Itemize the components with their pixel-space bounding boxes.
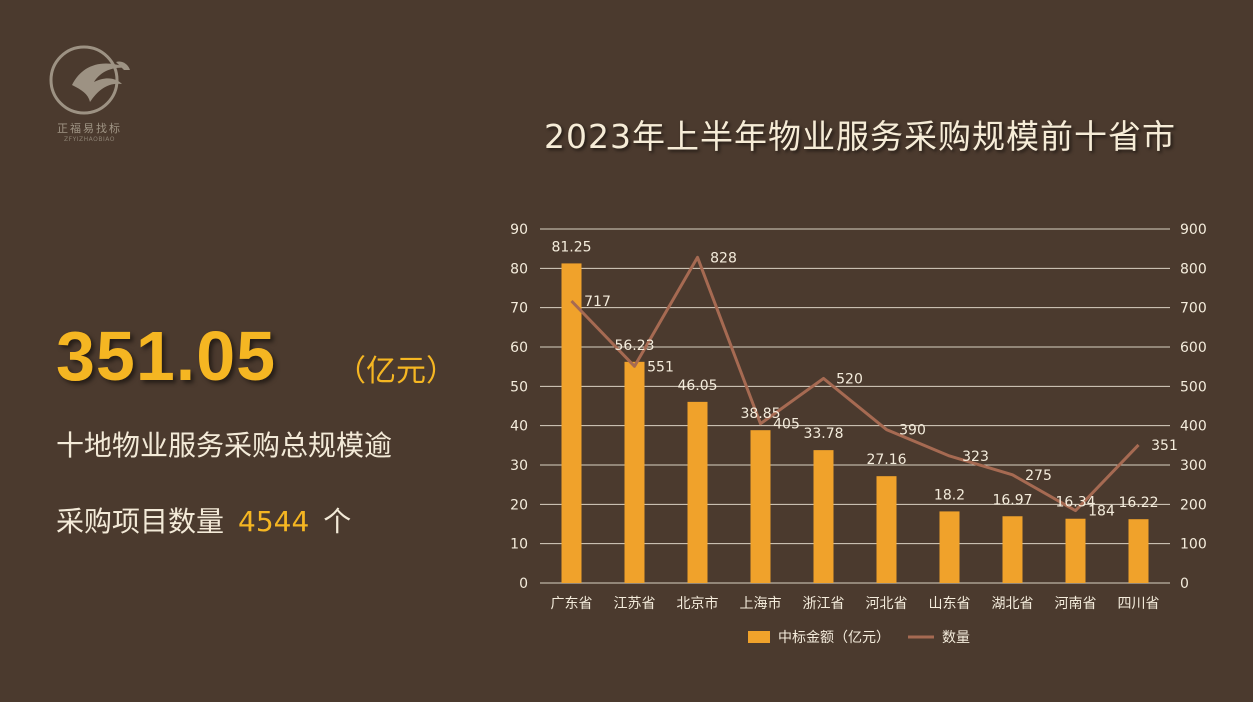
x-tick-label: 河南省: [1055, 596, 1097, 612]
legend-bar-swatch: [748, 631, 770, 643]
logo-name: 正福易找标: [57, 122, 122, 135]
y-right-tick-label: 700: [1180, 301, 1207, 317]
y-left-tick-label: 80: [510, 261, 528, 277]
bar: [813, 450, 834, 583]
line-data-label: 323: [962, 449, 989, 465]
bar: [1002, 516, 1023, 583]
bar: [561, 263, 582, 583]
x-tick-label: 河北省: [866, 596, 908, 612]
y-left-tick-label: 50: [510, 379, 528, 395]
bar-data-label: 46.05: [677, 378, 717, 394]
line-data-label: 551: [647, 359, 674, 375]
y-right-tick-label: 900: [1180, 222, 1207, 238]
y-left-tick-label: 60: [510, 340, 528, 356]
y-left-tick-label: 70: [510, 301, 528, 317]
bar: [876, 476, 897, 583]
y-left-tick-label: 90: [510, 222, 528, 238]
bar-data-label: 56.23: [614, 338, 654, 354]
count-prefix: 采购项目数量: [56, 505, 225, 538]
eagle-logo-icon: [49, 45, 130, 115]
y-right-tick-label: 200: [1180, 497, 1207, 513]
count-suffix: 个: [323, 505, 352, 538]
series-line-quantity: [570, 255, 1140, 513]
x-tick-label: 湖北省: [992, 596, 1034, 612]
line-data-label: 405: [773, 417, 800, 433]
total-value: 351.05: [56, 317, 277, 395]
project-count-line: 采购项目数量 4544 个: [56, 500, 351, 540]
y-left-tick-label: 30: [510, 458, 528, 474]
y-right-tick-label: 600: [1180, 340, 1207, 356]
bar-data-label: 27.16: [866, 452, 906, 468]
x-tick-label: 江苏省: [614, 596, 656, 612]
y-right-tick-label: 0: [1180, 576, 1189, 592]
x-tick-label: 四川省: [1118, 596, 1160, 612]
line-data-label: 390: [899, 423, 926, 439]
bar: [687, 401, 708, 583]
bar: [939, 511, 960, 583]
line-data-label: 828: [710, 250, 737, 266]
legend-bar-label: 中标金额（亿元）: [778, 630, 890, 646]
y-right-tick-label: 800: [1180, 261, 1207, 277]
y-left-tick-label: 10: [510, 537, 528, 553]
bar-data-label: 16.97: [992, 492, 1032, 508]
bar-data-label: 18.2: [934, 487, 965, 503]
x-tick-label: 广东省: [551, 596, 593, 612]
total-description: 十地物业服务采购总规模逾: [56, 429, 393, 462]
bar: [624, 361, 645, 583]
bar: [750, 430, 771, 583]
line-data-label: 184: [1088, 504, 1115, 520]
bar-data-label: 33.78: [803, 426, 843, 442]
count-value: 4544: [238, 505, 310, 538]
y-right-tick-label: 100: [1180, 537, 1207, 553]
chart-title: 2023年上半年物业服务采购规模前十省市: [544, 117, 1176, 156]
y-right-tick-label: 400: [1180, 419, 1207, 435]
x-tick-label: 北京市: [677, 595, 719, 612]
y-left-tick-label: 40: [510, 419, 528, 435]
bar-data-label: 16.34: [1055, 495, 1095, 511]
line-data-label: 275: [1025, 468, 1052, 484]
logo-subtitle: ZFYIZHAOBIAO: [64, 136, 115, 143]
line-data-label: 520: [836, 371, 863, 387]
y-left-tick-label: 20: [510, 497, 528, 513]
legend-line-label: 数量: [942, 630, 970, 646]
bar: [1128, 519, 1149, 583]
y-left-tick-label: 0: [519, 576, 528, 592]
line-data-label: 717: [584, 294, 611, 310]
bar-data-label: 16.22: [1118, 495, 1158, 511]
x-tick-label: 浙江省: [803, 596, 845, 612]
x-tick-label: 山东省: [929, 596, 971, 612]
bar: [1065, 518, 1086, 583]
x-tick-label: 上海市: [740, 595, 782, 612]
total-unit: （亿元）: [336, 354, 456, 389]
bar-data-label: 38.85: [740, 406, 780, 422]
bar-data-label: 81.25: [551, 239, 591, 255]
line-data-label: 351: [1151, 438, 1178, 454]
y-right-tick-label: 300: [1180, 458, 1207, 474]
y-right-tick-label: 500: [1180, 379, 1207, 395]
